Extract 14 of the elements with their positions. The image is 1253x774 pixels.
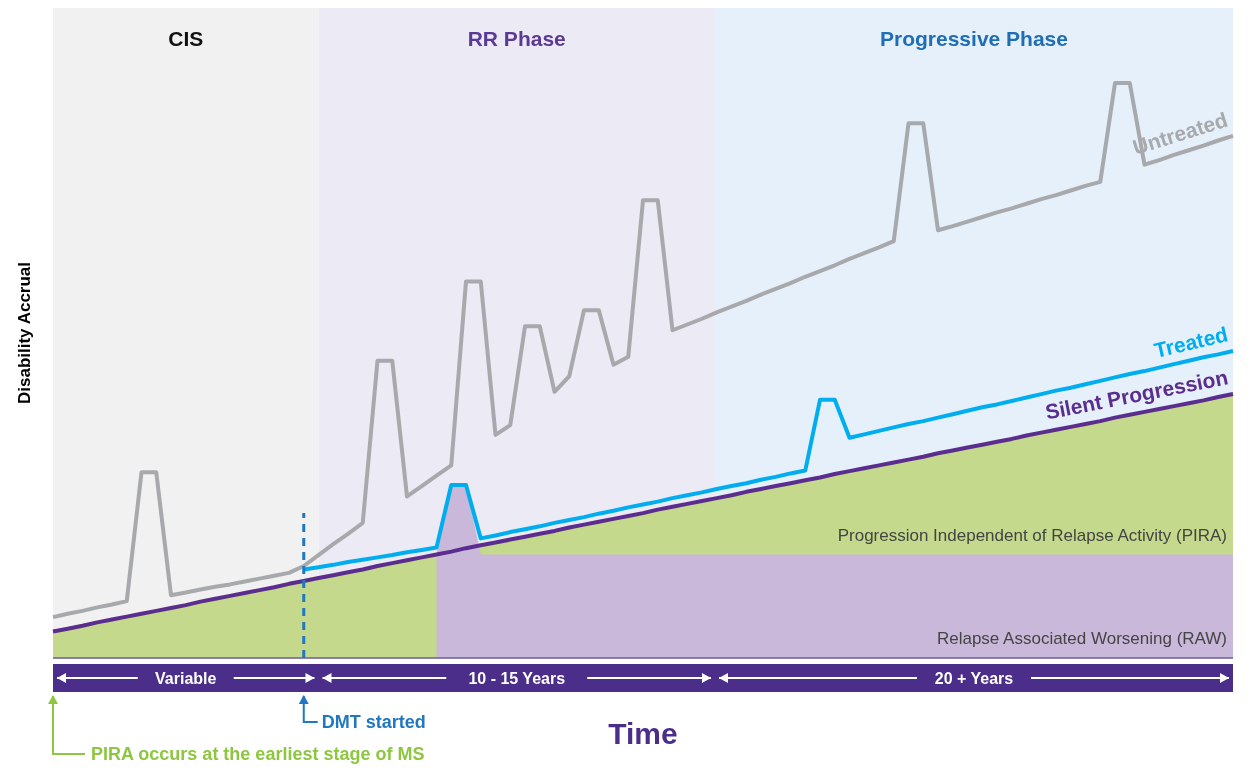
text: CIS [168,27,204,50]
text: Treated [1151,322,1230,362]
text: DMT started [321,712,426,732]
text: 20 + Years [934,670,1014,687]
text: Variable [155,670,217,687]
x-axis-title: Time [608,717,678,750]
annotation: Progression Independent of Relapse Activity (PIRA) [837,525,1227,545]
text: RR Phase [467,27,566,50]
y-axis-title: Disability Accrual [15,261,34,405]
text: PIRA occurs at the earliest stage of MS [91,744,425,764]
text: Silent Progression [1043,365,1230,424]
text: 10 - 15 Years [468,670,566,687]
annotation: Relapse Associated Worsening (RAW) [936,629,1227,648]
text: Progressive Phase [880,27,1068,50]
